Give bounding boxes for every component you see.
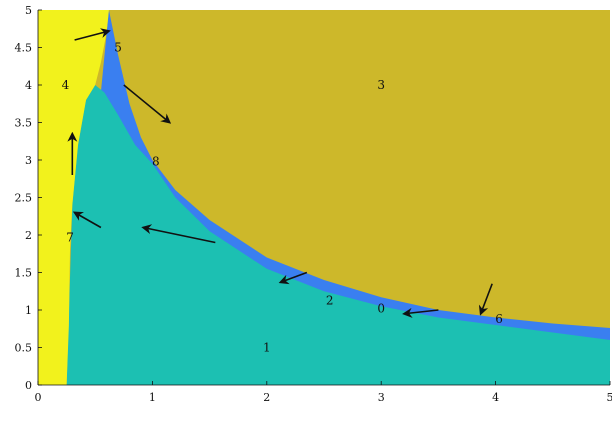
flow-arrow (478, 283, 493, 316)
x-tick-label: 5 (607, 391, 612, 404)
region-left (38, 10, 109, 385)
region-bottom (66, 85, 611, 385)
y-tick-label: 3 (25, 154, 32, 167)
region-label: 3 (377, 78, 385, 92)
region-label: 4 (62, 78, 70, 92)
region-label: 8 (152, 155, 160, 169)
y-tick-label: 1.5 (15, 267, 33, 280)
flow-arrow (141, 224, 216, 244)
y-tick-label: 4.5 (15, 42, 33, 55)
region-label: 2 (326, 293, 334, 307)
x-tick-label: 1 (149, 391, 156, 404)
x-tick-label: 4 (492, 391, 499, 404)
flow-arrow (402, 307, 439, 318)
x-tick-label: 2 (263, 391, 270, 404)
y-tick-label: 4 (25, 79, 32, 92)
x-tick-label: 0 (35, 391, 42, 404)
y-tick-label: 3.5 (15, 117, 33, 130)
x-tick-label: 3 (378, 391, 385, 404)
axes-layer: 0 1 2 3 4 5 0 0.5 1 1.5 2 2.5 3 3.5 4 4.5 5 (15, 4, 612, 404)
flow-arrow (74, 28, 111, 41)
y-tick-label: 2.5 (15, 192, 33, 205)
flow-arrow (278, 271, 308, 285)
y-tick-label: 0 (25, 379, 32, 392)
regions-layer (38, 10, 611, 385)
y-tick-label: 0.5 (15, 342, 33, 355)
flow-arrow (123, 84, 172, 124)
y-tick-label: 1 (25, 304, 32, 317)
region-label: 0 (377, 302, 385, 316)
region-label: 1 (263, 341, 271, 355)
region-label: 7 (66, 230, 74, 244)
y-tick-label: 2 (25, 229, 32, 242)
flow-arrow (72, 211, 102, 229)
arrows-layer (67, 28, 493, 318)
region-label: 6 (495, 312, 503, 326)
y-tick-label: 5 (25, 4, 32, 17)
region-label: 5 (114, 41, 122, 55)
region-labels-layer: 1 2 0 3 4 5 6 7 8 (62, 41, 503, 355)
